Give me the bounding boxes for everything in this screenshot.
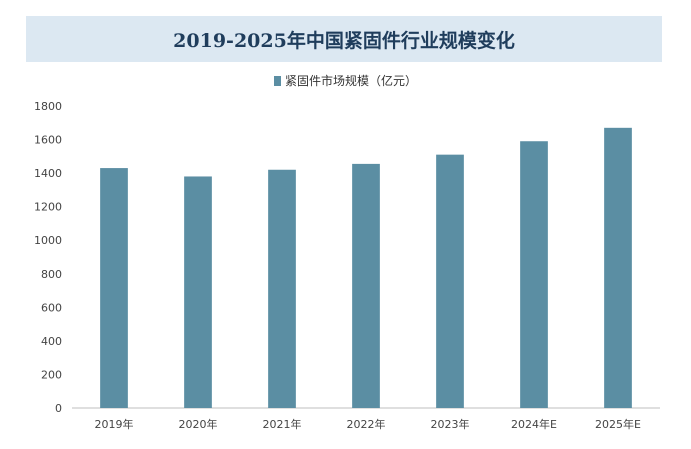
bar <box>352 163 380 408</box>
y-tick-label: 1800 <box>34 100 62 113</box>
x-tick-label: 2020年 <box>179 417 218 431</box>
x-tick-label: 2022年 <box>347 417 386 431</box>
x-tick-label: 2025年E <box>595 417 641 431</box>
y-tick-label: 0 <box>55 402 62 415</box>
bar <box>436 154 464 408</box>
bar <box>520 141 548 408</box>
x-tick-label: 2019年 <box>95 417 134 431</box>
y-tick-label: 1400 <box>34 167 62 180</box>
x-tick-label: 2021年 <box>263 417 302 431</box>
x-tick-label: 2023年 <box>431 417 470 431</box>
y-tick-label: 600 <box>41 301 62 314</box>
bar <box>268 169 296 408</box>
chart-legend: 紧固件市场规模（亿元） <box>0 72 691 89</box>
bar <box>100 168 128 408</box>
bar <box>604 127 632 409</box>
y-tick-label: 400 <box>41 335 62 348</box>
y-tick-label: 1600 <box>34 134 62 147</box>
y-tick-label: 1000 <box>34 234 62 247</box>
chart-title: 2019-2025年中国紧固件行业规模变化 <box>173 29 515 52</box>
legend-swatch <box>273 75 281 86</box>
y-tick-label: 200 <box>41 368 62 381</box>
legend-label: 紧固件市场规模（亿元） <box>284 74 417 88</box>
bar <box>184 176 212 408</box>
y-tick-label: 800 <box>41 268 62 281</box>
chart-title-banner: 2019-2025年中国紧固件行业规模变化 <box>26 16 662 62</box>
y-tick-label: 1200 <box>34 201 62 214</box>
x-tick-label: 2024年E <box>511 417 557 431</box>
